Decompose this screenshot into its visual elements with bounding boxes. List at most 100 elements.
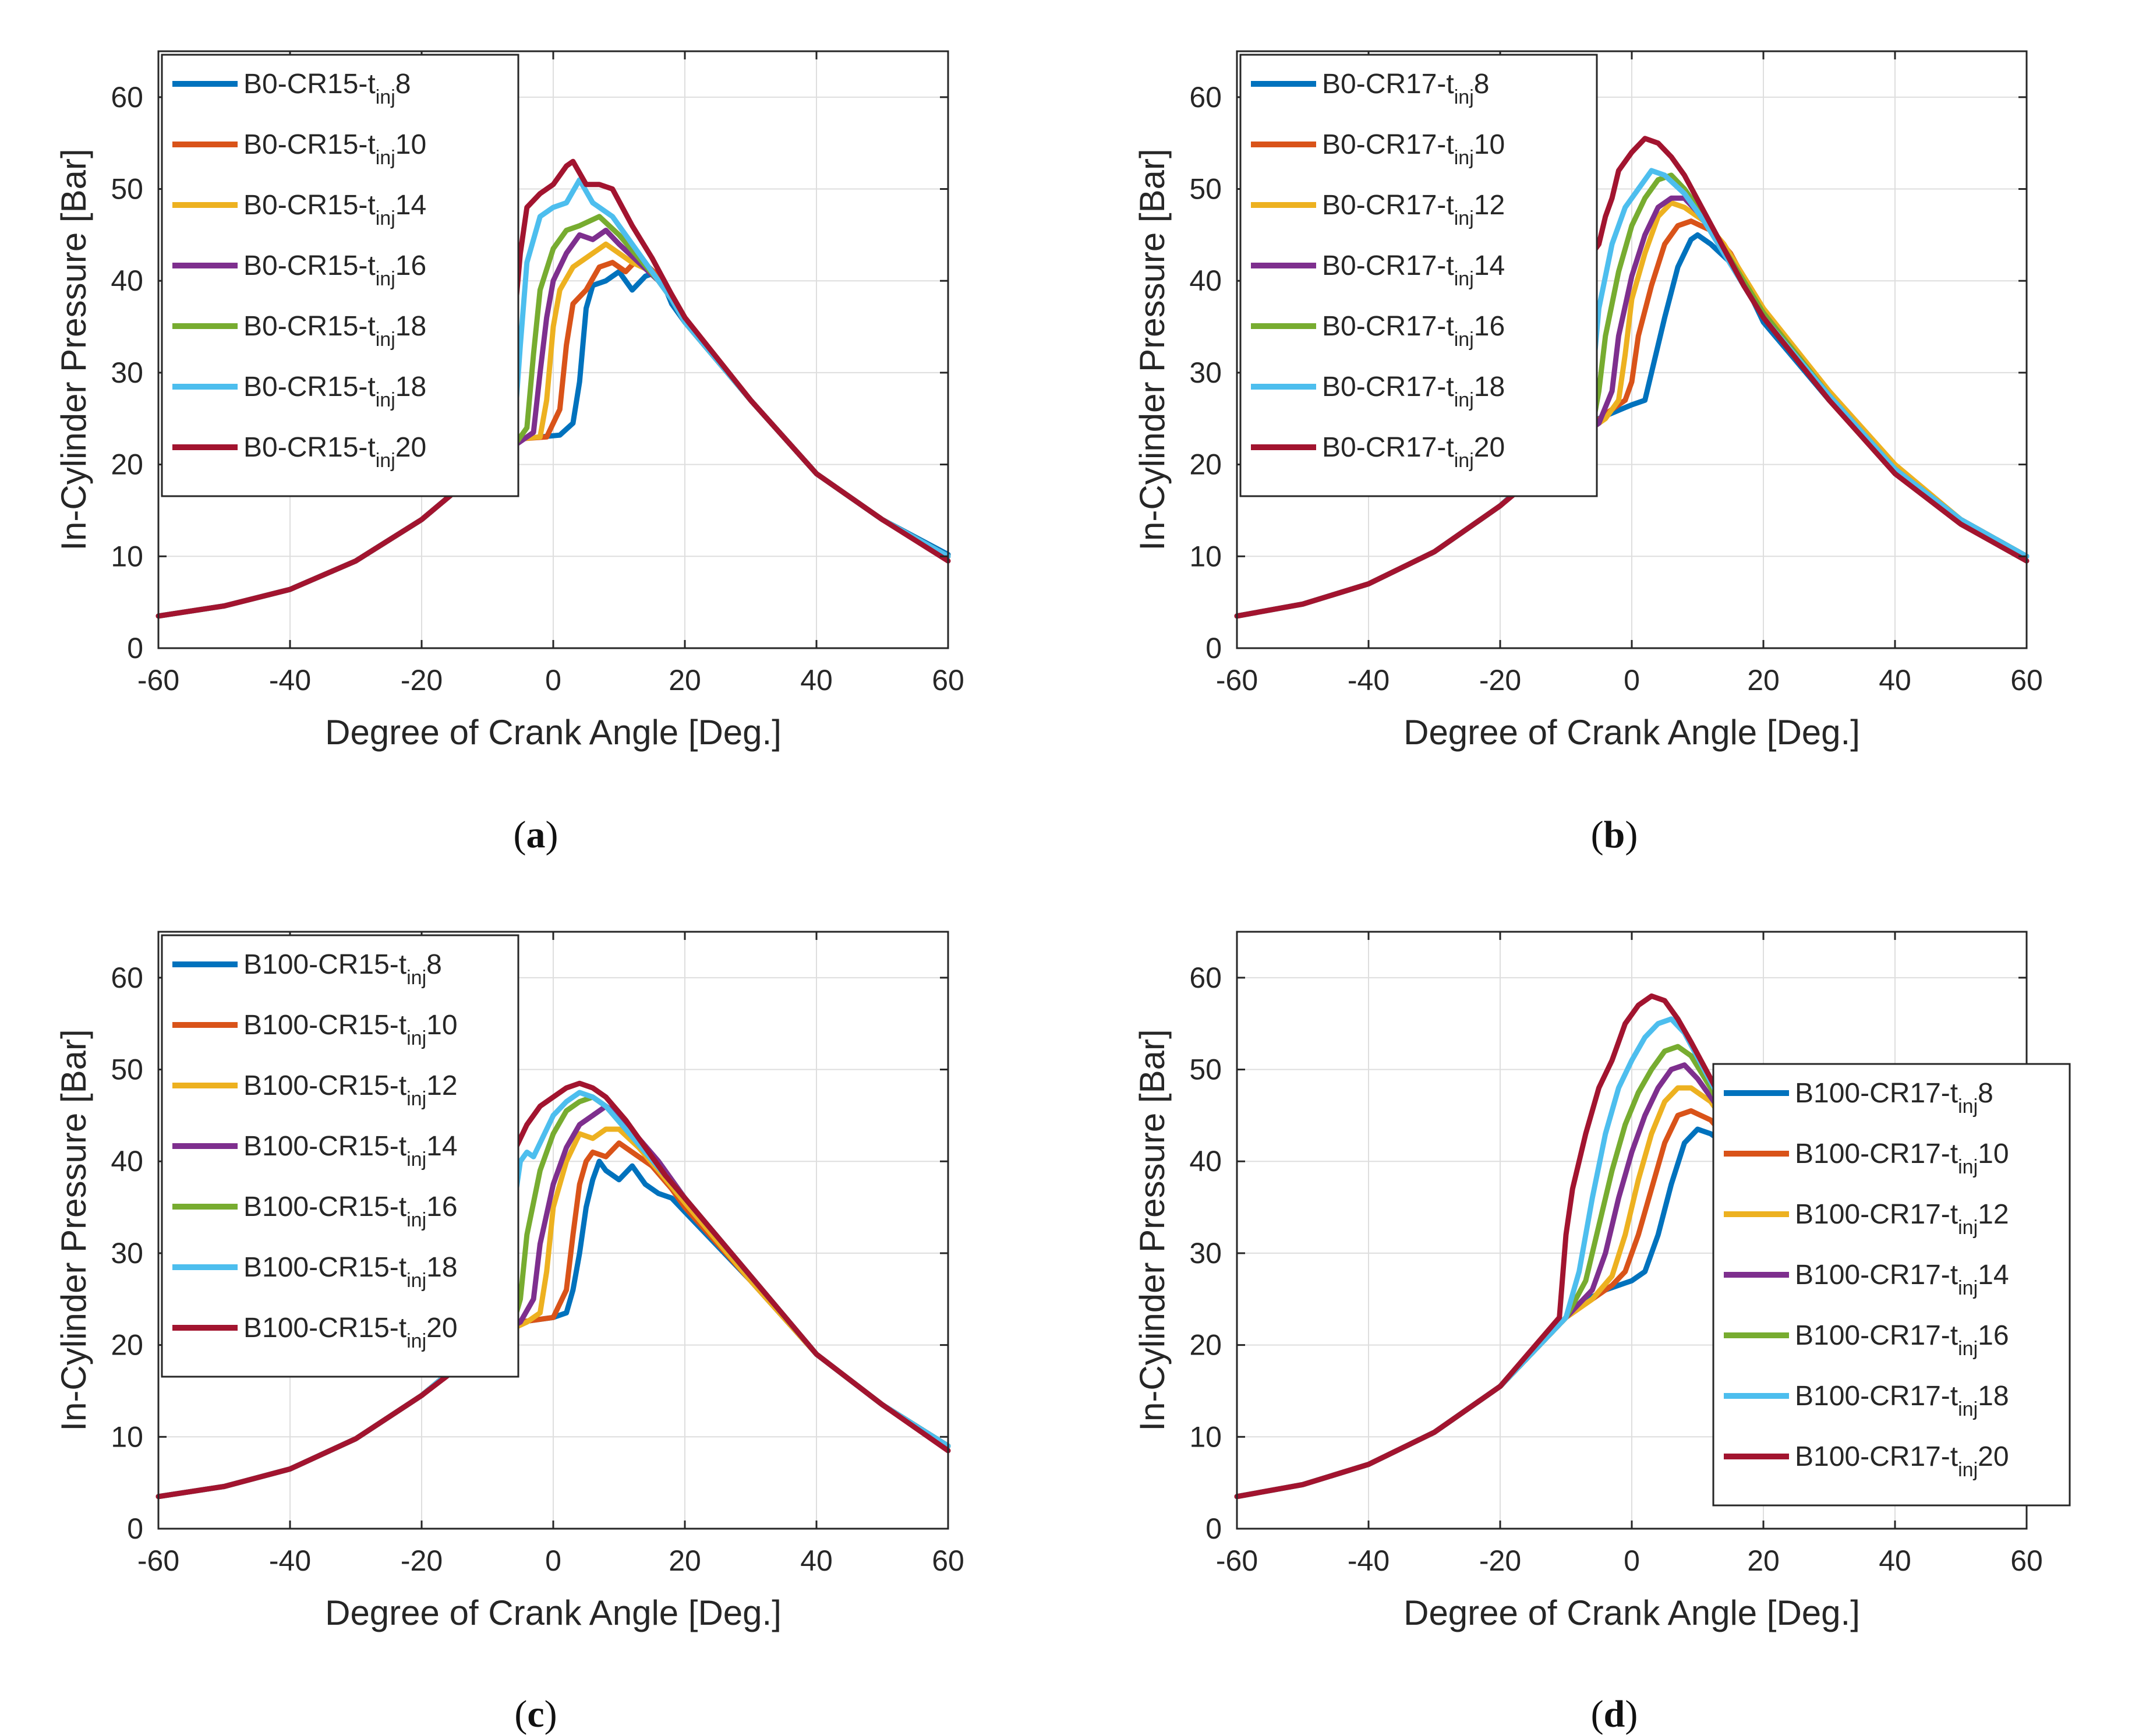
y-tick-label: 30 (111, 1237, 143, 1270)
x-tick-label: 0 (1624, 1544, 1640, 1577)
y-tick-label: 50 (111, 1053, 143, 1086)
legend: B0-CR17-tinj8 B0-CR17-tinj10 B0-CR17-tinj1… (1239, 54, 1598, 497)
y-axis-label: In-Cylinder Pressure [Bar] (1133, 149, 1172, 550)
x-axis-label: Degree of Crank Angle [Deg.] (1403, 1593, 1860, 1632)
x-axis-label: Degree of Crank Angle [Deg.] (1403, 713, 1860, 752)
x-tick-label: 0 (1624, 664, 1640, 696)
y-axis-label: In-Cylinder Pressure [Bar] (54, 149, 93, 550)
legend-entry: B0-CR15-tinj18 (243, 372, 426, 411)
y-tick-label: 20 (111, 1329, 143, 1362)
legend-entry: B100-CR15-tinj16 (243, 1191, 458, 1231)
y-tick-label: 60 (1189, 961, 1222, 994)
y-tick-label: 50 (1189, 173, 1222, 206)
legend-entry: B100-CR15-tinj20 (243, 1313, 458, 1352)
y-tick-label: 20 (1189, 1329, 1222, 1362)
y-tick-label: 60 (1189, 81, 1222, 114)
x-tick-label: -20 (401, 1544, 443, 1577)
legend-entry: B0-CR17-tinj14 (1322, 250, 1505, 290)
y-tick-label: 40 (111, 1145, 143, 1178)
y-tick-label: 30 (1189, 356, 1222, 389)
x-tick-label: 60 (2010, 1544, 2043, 1577)
x-tick-label: -60 (1216, 664, 1258, 696)
y-tick-label: 10 (111, 1420, 143, 1453)
legend-entry: B100-CR17-tinj10 (1795, 1139, 2009, 1178)
x-tick-label: -60 (137, 1544, 179, 1577)
legend-entry: B0-CR15-tinj10 (243, 129, 426, 169)
legend-entry: B0-CR17-tinj18 (1322, 372, 1505, 411)
x-axis-label: Degree of Crank Angle [Deg.] (325, 713, 782, 752)
legend-entry: B100-CR17-tinj20 (1795, 1441, 2009, 1481)
x-tick-label: 40 (1879, 664, 1911, 696)
x-tick-label: 20 (669, 1544, 701, 1577)
y-tick-label: 40 (1189, 1145, 1222, 1178)
legend-box (1239, 54, 1598, 497)
y-tick-label: 0 (127, 632, 143, 664)
series-line-20 (155, 158, 951, 619)
x-tick-label: 20 (1747, 1544, 1780, 1577)
legend-entry: B100-CR17-tinj14 (1795, 1260, 2009, 1299)
x-tick-label: 40 (1879, 1544, 1911, 1577)
x-tick-label: -40 (1348, 1544, 1390, 1577)
legend-entry: B0-CR17-tinj16 (1322, 311, 1505, 351)
legend-entry: B0-CR17-tinj10 (1322, 129, 1505, 169)
y-tick-label: 20 (111, 448, 143, 481)
x-tick-label: 20 (1747, 664, 1780, 696)
x-tick-label: -40 (269, 1544, 311, 1577)
legend-entry: B0-CR15-tinj18 (243, 311, 426, 351)
y-tick-label: 40 (1189, 264, 1222, 297)
y-tick-label: 10 (111, 540, 143, 572)
legend-entry: B100-CR17-tinj8 (1795, 1078, 1993, 1118)
panel-caption: (c) (514, 1693, 557, 1735)
legend-entry: B100-CR15-tinj8 (243, 949, 442, 989)
x-tick-label: 60 (932, 1544, 964, 1577)
chart-panel-c: -60 -40 -20 0 20 40 60 0 10 20 30 40 50 60 Degree of C… (54, 931, 964, 1735)
x-tick-label: -40 (1348, 664, 1390, 696)
y-axis-label: In-Cylinder Pressure [Bar] (1133, 1029, 1172, 1431)
legend-entry: B0-CR17-tinj8 (1322, 69, 1489, 108)
legend-entry: B100-CR15-tinj12 (243, 1070, 458, 1110)
y-tick-label: 60 (111, 961, 143, 994)
legend-entry: B100-CR15-tinj18 (243, 1252, 458, 1292)
legend-box (161, 934, 519, 1378)
y-tick-label: 0 (1205, 632, 1222, 664)
x-tick-label: 60 (932, 664, 964, 696)
y-tick-label: 60 (111, 81, 143, 114)
y-tick-label: 0 (1205, 1512, 1222, 1545)
legend: B0-CR15-tinj8 B0-CR15-tinj10 B0-CR15-tinj1… (161, 54, 519, 497)
legend: B100-CR17-tinj8 B100-CR17-tinj10 B100-CR17… (1712, 1063, 2071, 1507)
series-line-20 (155, 1080, 951, 1500)
legend-entry: B100-CR17-tinj16 (1795, 1320, 2009, 1360)
legend-entry: B0-CR17-tinj20 (1322, 432, 1505, 472)
legend-entry: B100-CR17-tinj12 (1795, 1199, 2009, 1239)
x-tick-label: 20 (669, 664, 701, 696)
y-tick-label: 0 (127, 1512, 143, 1545)
y-tick-label: 30 (1189, 1237, 1222, 1270)
legend-entry: B100-CR15-tinj14 (243, 1131, 458, 1171)
legend-entry: B0-CR15-tinj8 (243, 69, 411, 108)
x-tick-label: -60 (137, 664, 179, 696)
chart-panel-d: -60 -40 -20 0 20 40 60 0 10 20 30 40 50 60 Degree of C… (1133, 931, 2071, 1735)
y-tick-label: 50 (111, 173, 143, 206)
legend-entry: B100-CR15-tinj10 (243, 1010, 458, 1049)
legend-entry: B0-CR15-tinj20 (243, 432, 426, 472)
y-tick-label: 40 (111, 264, 143, 297)
x-tick-label: -20 (1479, 1544, 1521, 1577)
panel-caption: (a) (514, 814, 558, 856)
panel-caption: (b) (1591, 814, 1638, 856)
y-axis-label: In-Cylinder Pressure [Bar] (54, 1029, 93, 1431)
legend: B100-CR15-tinj8 B100-CR15-tinj10 B100-CR15… (161, 934, 519, 1378)
x-tick-label: 0 (545, 1544, 561, 1577)
x-tick-label: -20 (401, 664, 443, 696)
y-tick-label: 10 (1189, 540, 1222, 572)
y-tick-label: 20 (1189, 448, 1222, 481)
x-tick-label: -20 (1479, 664, 1521, 696)
legend-box (161, 54, 519, 497)
x-tick-label: 60 (2010, 664, 2043, 696)
legend-entry: B0-CR15-tinj14 (243, 190, 426, 229)
chart-panel-b: -60 -40 -20 0 20 40 60 0 10 20 30 40 50 60 Degree of C… (1133, 50, 2043, 856)
legend-entry: B0-CR17-tinj12 (1322, 190, 1505, 229)
y-tick-label: 30 (111, 356, 143, 389)
x-tick-label: 40 (800, 664, 833, 696)
y-tick-label: 50 (1189, 1053, 1222, 1086)
